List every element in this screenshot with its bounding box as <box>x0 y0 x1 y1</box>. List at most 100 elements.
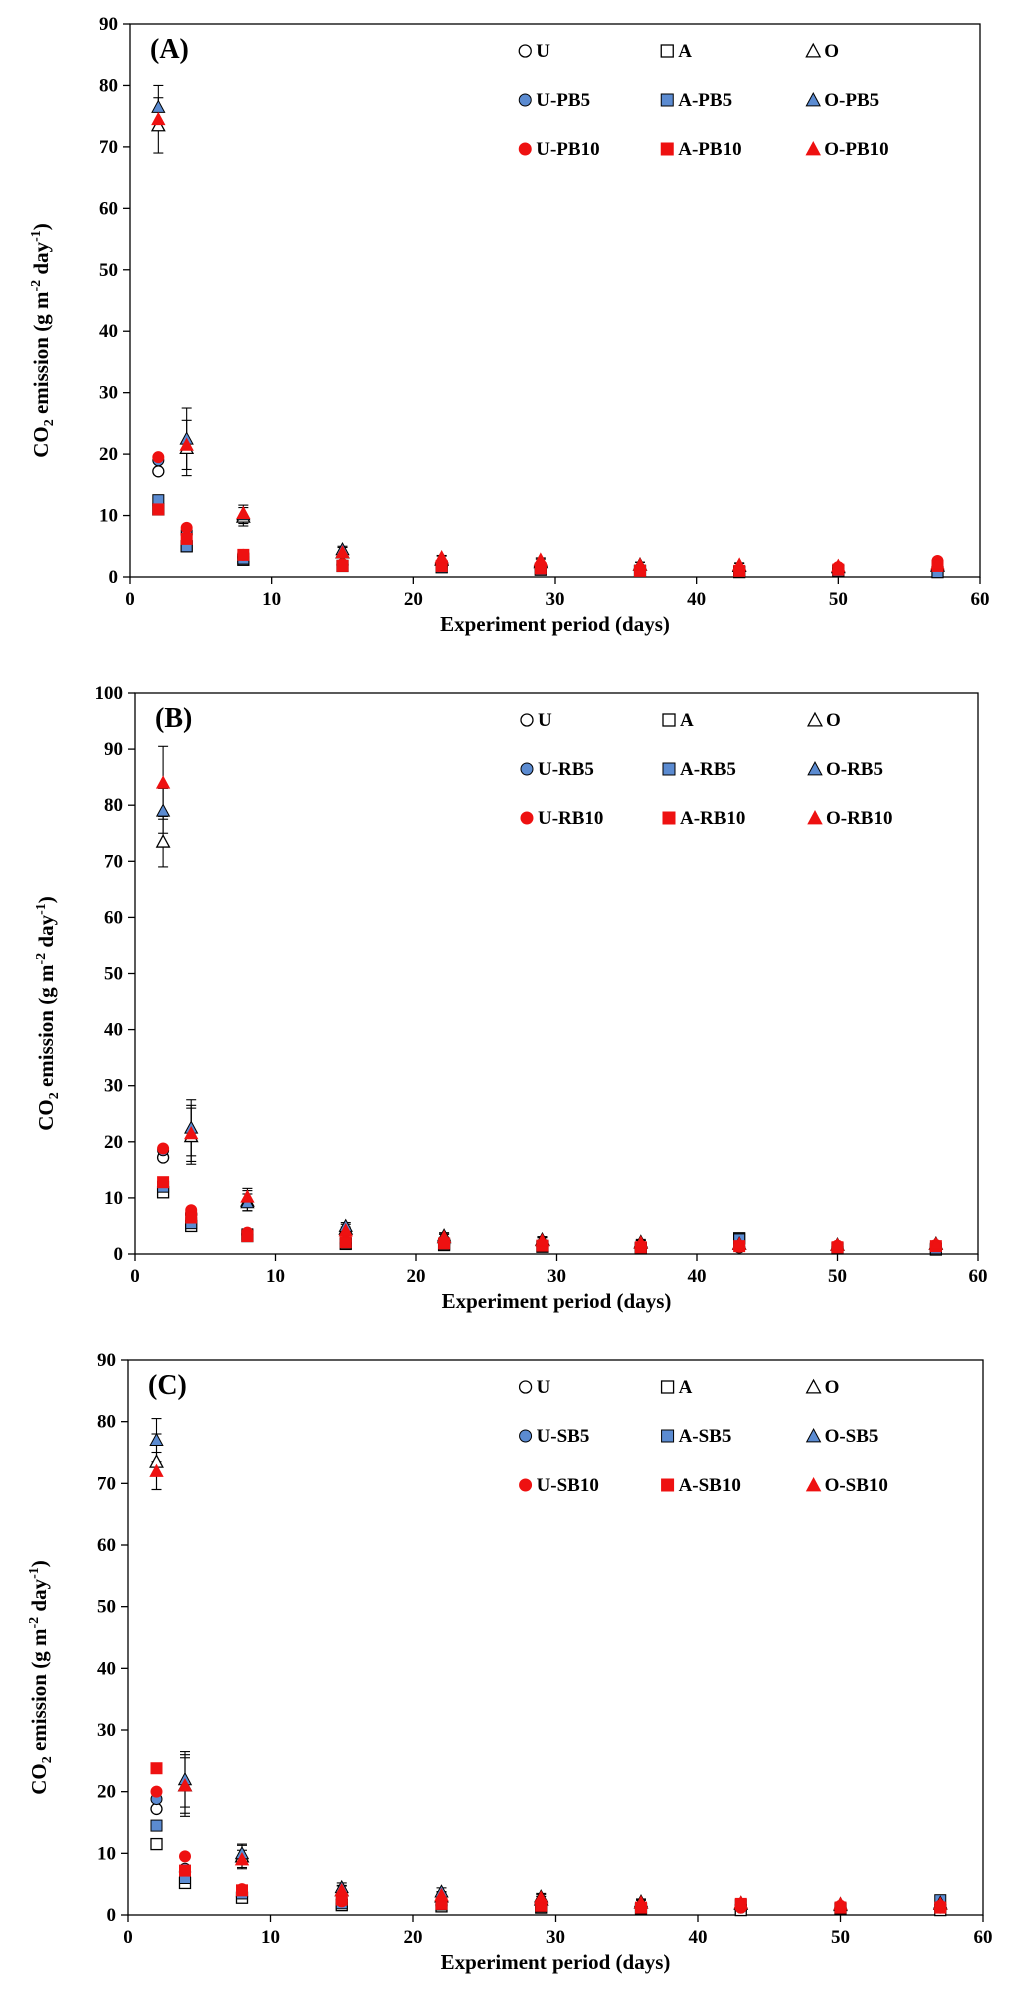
legend-label: O-RB5 <box>826 759 883 780</box>
y-tick-label: 60 <box>104 907 123 928</box>
y-axis-title-part: ) <box>34 896 58 903</box>
legend-marker-o-rb5 <box>807 761 823 776</box>
y-tick-label: 0 <box>114 1244 124 1265</box>
y-axis-title-part: day <box>29 241 53 279</box>
x-tick-label: 60 <box>971 589 990 610</box>
y-axis-title-part: CO <box>27 1763 51 1795</box>
data-point-o-pb10 <box>179 437 194 451</box>
y-axis-title-part: emission (g m <box>27 1628 51 1756</box>
data-point-o-pb10 <box>831 558 846 572</box>
y-tick-label: 50 <box>99 260 118 281</box>
legend-label: A <box>680 710 694 731</box>
data-point-u <box>150 1802 163 1816</box>
data-point-o-sb10 <box>149 1463 164 1477</box>
data-point-a-rb10 <box>339 1236 352 1249</box>
data-point-o-sb10 <box>534 1890 549 1904</box>
y-axis-title-part: 2 <box>42 419 57 426</box>
y-axis-title-part: day <box>34 914 58 952</box>
legend-marker-o <box>805 1378 822 1394</box>
data-point-a-rb10 <box>241 1230 254 1243</box>
legend-marker-u-pb5 <box>518 93 532 107</box>
x-tick-label: 50 <box>828 1266 847 1287</box>
y-tick-label: 50 <box>104 964 123 985</box>
legend-marker-o-pb10 <box>805 141 821 156</box>
y-tick-label: 40 <box>99 321 118 342</box>
legend-marker-a <box>660 1380 675 1394</box>
x-tick-label: 50 <box>829 589 848 610</box>
legend-marker-a <box>660 44 674 58</box>
data-point-a-pb10 <box>180 532 193 545</box>
data-point-o-sb10 <box>177 1778 193 1792</box>
data-point-o-pb5 <box>151 99 166 113</box>
data-point-o-rb10 <box>338 1223 353 1237</box>
y-axis-title-part: day <box>27 1578 51 1616</box>
legend-label: O-PB10 <box>824 139 888 160</box>
y-tick-label: 0 <box>109 567 119 588</box>
x-tick-label: 60 <box>974 1927 993 1948</box>
data-point-o-rb10 <box>436 1229 452 1244</box>
data-point-o-rb5 <box>155 803 171 817</box>
legend-marker-u-rb10 <box>520 811 534 825</box>
y-tick-label: 10 <box>97 1843 116 1864</box>
legend-marker-a <box>662 713 676 727</box>
y-tick-label: 70 <box>99 137 118 158</box>
panel-label: (C) <box>148 1370 187 1401</box>
chart-panel-1: 0 10 20 30 40 50 60 70 80 90 0 10 20 30 40 50 60 Experime… <box>29 14 990 636</box>
legend-marker-a-pb10 <box>660 142 674 156</box>
y-axis-title-part: emission (g m <box>29 291 53 419</box>
x-tick-label: 40 <box>687 589 706 610</box>
y-tick-label: 30 <box>97 1720 116 1741</box>
x-axis-title: Experiment period (days) <box>440 612 670 636</box>
legend-label: A <box>679 1377 693 1398</box>
legend-label: A-SB5 <box>679 1426 732 1447</box>
y-axis-title-part: emission (g m <box>34 964 58 1092</box>
data-point-o-pb10 <box>335 545 350 559</box>
legend-label: A-PB5 <box>678 90 732 111</box>
data-point-a-rb10 <box>185 1211 198 1224</box>
data-point-o-rb10 <box>155 775 171 789</box>
data-point-u-pb10 <box>180 521 193 534</box>
legend-label: O-RB10 <box>826 808 893 829</box>
y-tick-label: 30 <box>99 383 118 404</box>
x-tick-label: 30 <box>546 1927 565 1948</box>
legend-marker-a-sb5 <box>661 1429 675 1443</box>
data-point-o-sb10 <box>633 1895 649 1909</box>
legend-marker-o-pb5 <box>805 92 821 107</box>
data-point-a-sb10 <box>150 1762 163 1775</box>
data-point-o-pb10 <box>930 556 945 570</box>
legend-label: O <box>824 41 839 62</box>
legend-marker-a-rb5 <box>662 762 676 776</box>
data-point-a-rb10 <box>157 1176 170 1189</box>
x-tick-label: 10 <box>266 1266 285 1287</box>
data-point-u-sb10 <box>150 1785 163 1798</box>
legend-label: A <box>678 41 692 62</box>
x-tick-label: 60 <box>969 1266 988 1287</box>
legend-label: O-SB5 <box>825 1426 879 1447</box>
data-point-u <box>152 465 165 478</box>
data-point-o-sb10 <box>234 1852 250 1866</box>
legend-marker-o <box>805 42 822 58</box>
data-point-o-sb10 <box>434 1887 449 1902</box>
legend-label: U-PB10 <box>536 139 599 160</box>
data-point-o-sb10 <box>933 1896 948 1910</box>
y-axis-title-part: CO <box>34 1099 58 1131</box>
legend-label: A-PB10 <box>678 139 741 160</box>
y-axis-title: CO2 emission (g m-2 day-1) <box>27 1560 55 1795</box>
legend-marker-o-sb5 <box>805 1428 822 1443</box>
panel-label: (A) <box>150 34 189 65</box>
y-axis-title-part: -2 <box>34 953 49 965</box>
y-axis-title: CO2 emission (g m-2 day-1) <box>29 223 57 458</box>
chart-panel-2: 0 10 20 30 40 50 60 70 80 90 100 0 10 20 30 40 50 60 Exper… <box>34 683 988 1313</box>
legend-label: O <box>826 710 841 731</box>
x-tick-label: 0 <box>130 1266 140 1287</box>
legend-label: A-SB10 <box>679 1475 741 1496</box>
x-tick-label: 40 <box>689 1927 708 1948</box>
data-point-a-pb10 <box>152 503 165 516</box>
y-tick-label: 40 <box>104 1020 123 1041</box>
legend-marker-a-rb10 <box>662 811 676 825</box>
x-tick-label: 10 <box>262 589 281 610</box>
data-point-o-rb10 <box>731 1236 747 1250</box>
data-point-o-pb10 <box>236 505 251 519</box>
data-point-o-sb10 <box>334 1882 349 1897</box>
data-point-o-rb10 <box>184 1126 199 1140</box>
